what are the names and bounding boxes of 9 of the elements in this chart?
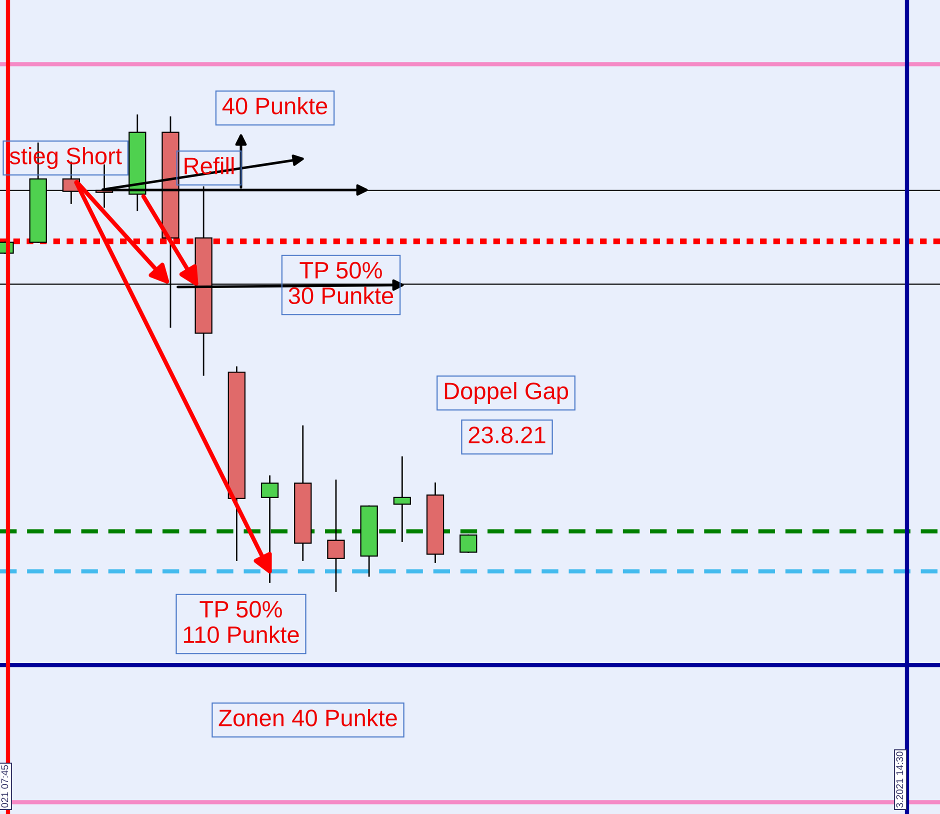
text: TP 50% 110 Punkte <box>184 600 299 644</box>
annotation: Doppel Gap <box>444 382 568 404</box>
text: Zonen 40 Punkte <box>218 708 397 726</box>
annotation: TP 50% 30 Punkte <box>288 262 394 304</box>
text: 40 Punkte <box>222 96 328 114</box>
annotation: Refill <box>184 156 234 174</box>
text: 3.2021 14:30 <box>896 752 904 808</box>
annotation: 23.8.21 <box>468 426 546 444</box>
text: 021 07:45 <box>1 765 8 808</box>
